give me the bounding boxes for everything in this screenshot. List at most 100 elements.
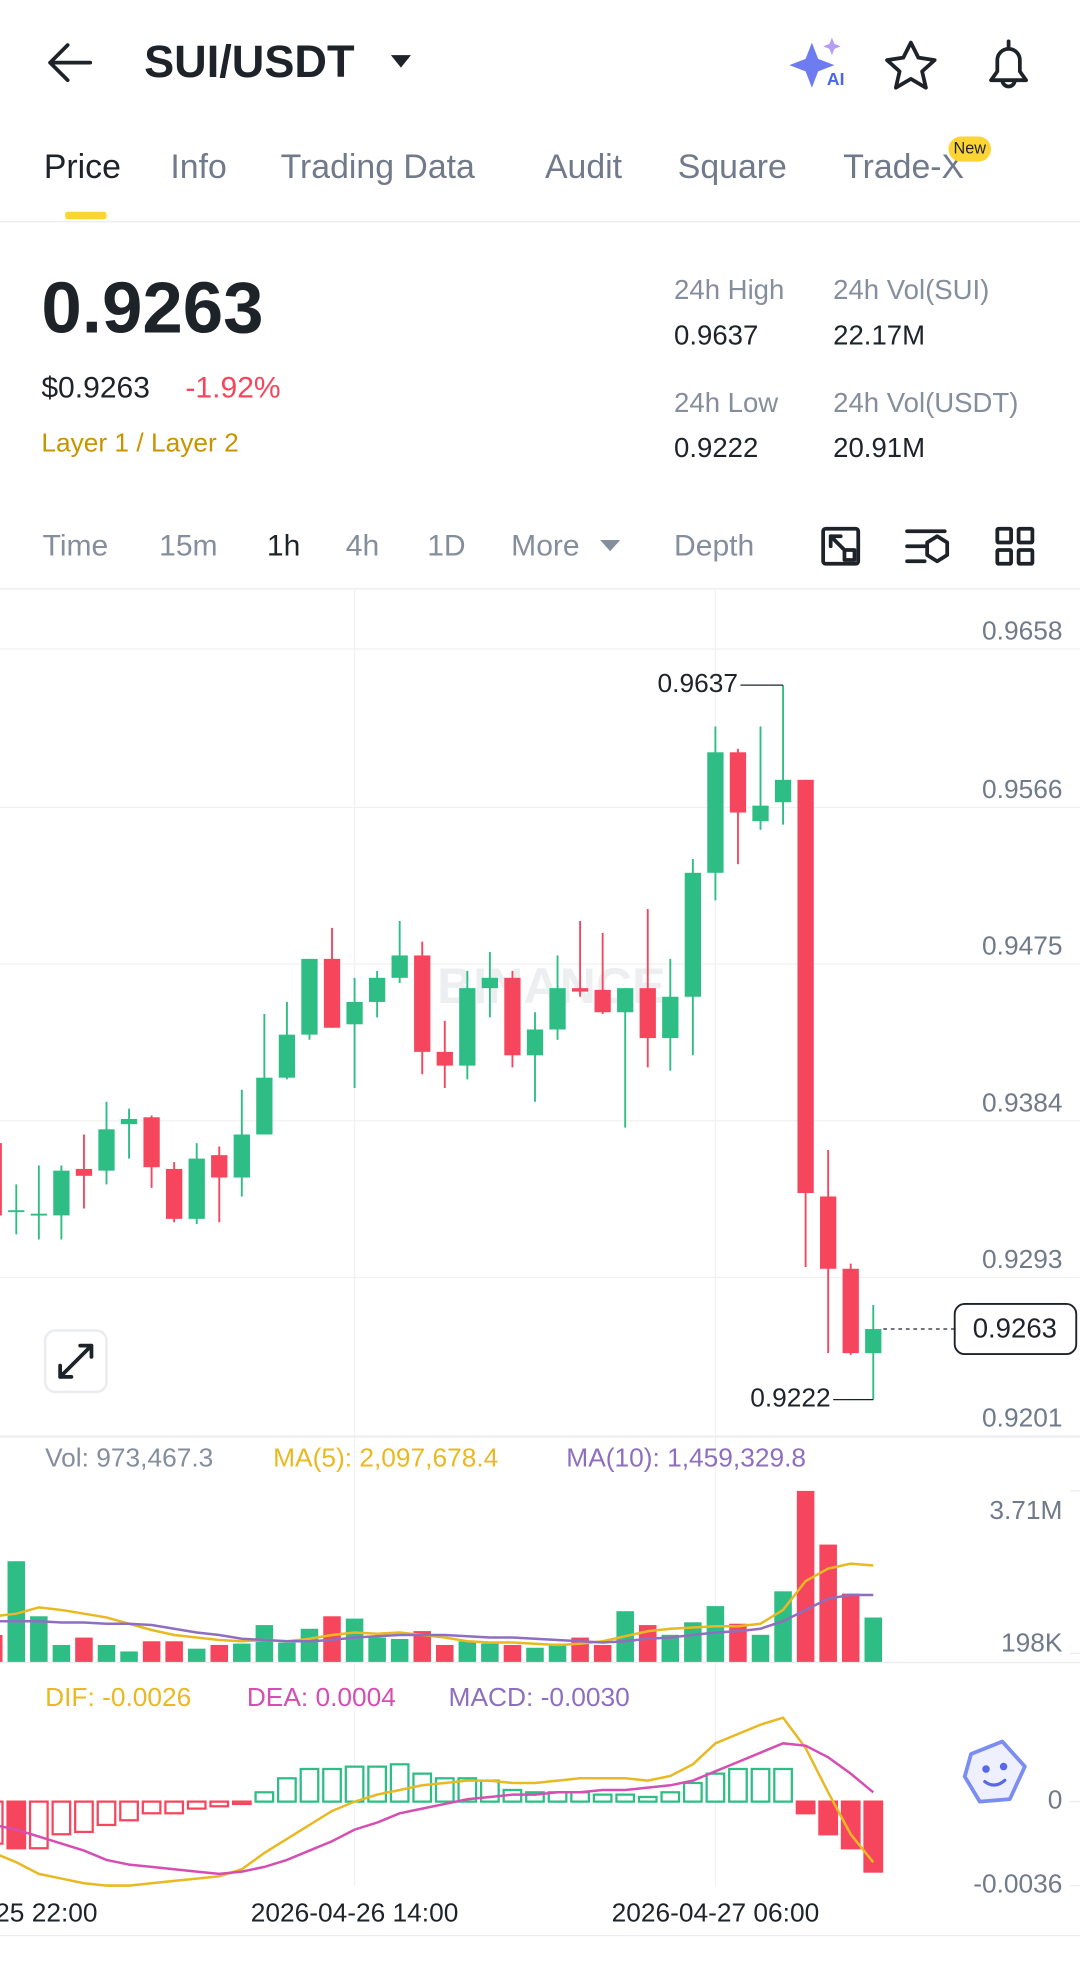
volume-bar [638, 1625, 657, 1663]
interval[interactable]: 1h [267, 529, 300, 562]
macd-bar [254, 1791, 275, 1803]
interval[interactable]: Depth [674, 529, 754, 562]
candle-body [346, 1001, 363, 1025]
macd-bar [141, 1800, 162, 1815]
volume-bar [864, 1617, 883, 1663]
pair-caret[interactable] [390, 55, 411, 68]
y-tick-label: 0.9201 [982, 1402, 1062, 1432]
y-tick-label: 0.9566 [982, 774, 1062, 804]
candle-body [188, 1158, 205, 1219]
y-tick-label: 0.9384 [982, 1087, 1062, 1117]
tab[interactable]: Price [44, 148, 121, 186]
volume-bar [120, 1651, 138, 1663]
candle-body [820, 1196, 837, 1269]
charts: 2026-04-25 22:00 2026-04-26 14:00 2026-04-… [0, 588, 1080, 1927]
price-change: -1.92% [185, 372, 280, 405]
volume-bar [774, 1591, 792, 1663]
candle-body [98, 1129, 115, 1171]
candle-body [211, 1155, 228, 1178]
candle-body [549, 988, 566, 1030]
tab-indicator [65, 211, 107, 220]
volume-bar [841, 1593, 860, 1663]
macd-bar [682, 1781, 703, 1803]
interval[interactable]: 1D [427, 529, 465, 562]
candle-body [0, 1143, 2, 1216]
volume-bar [7, 1561, 26, 1663]
x-tick-label: 2026-04-27 06:00 [612, 1897, 820, 1927]
macd-bar [525, 1791, 545, 1803]
indicator-button[interactable] [905, 529, 950, 564]
y-tick-label: -0.0036 [973, 1869, 1062, 1899]
legend-item: MACD: -0.0030 [449, 1682, 630, 1712]
tab[interactable]: Info [170, 148, 226, 186]
macd-bar [322, 1767, 342, 1803]
macd-line [0, 1742, 875, 1876]
interval[interactable]: More [511, 529, 579, 562]
volume-bar [278, 1642, 296, 1663]
interval[interactable]: 15m [159, 529, 217, 562]
macd-bar [728, 1767, 748, 1803]
candle-body [256, 1077, 273, 1135]
candle-body [729, 752, 747, 813]
stat-label: 24h Vol(SUI) [833, 274, 989, 305]
candle-body [752, 805, 769, 822]
y-tick-label: 0.9293 [982, 1244, 1062, 1274]
alert-button[interactable] [989, 39, 1029, 89]
fullscreen-button[interactable] [43, 1329, 108, 1394]
volume-bar [413, 1631, 431, 1663]
x-tick-label: 2026-04-26 14:00 [251, 1897, 459, 1927]
volume-bar [661, 1634, 680, 1663]
macd-bar [96, 1800, 117, 1827]
chart-mode-button[interactable] [821, 526, 861, 566]
new-badge [948, 136, 992, 162]
low-label: 0.9222 [750, 1383, 830, 1413]
macd-bar [795, 1800, 816, 1815]
candle-body [459, 988, 476, 1066]
candle-body [233, 1134, 250, 1178]
legend-item: MA(5): 2,097,678.4 [273, 1443, 498, 1473]
ai-button[interactable]: AI [789, 37, 845, 89]
tab[interactable]: Trading Data [281, 148, 475, 186]
volume-bar [255, 1625, 274, 1663]
macd-bar [818, 1800, 839, 1836]
macd-bar [660, 1791, 681, 1803]
volume-bar [458, 1641, 477, 1663]
candle-body [414, 955, 431, 1052]
candle-body [436, 1051, 453, 1066]
pair-title[interactable]: SUI/USDT [144, 36, 355, 87]
candle-body [662, 996, 679, 1039]
candle-body [639, 988, 656, 1039]
tab[interactable]: Audit [545, 148, 623, 186]
volume-bar [165, 1641, 183, 1663]
more-caret[interactable] [600, 539, 621, 552]
interval[interactable]: 4h [346, 529, 379, 562]
favorite-button[interactable] [885, 40, 937, 90]
macd-bar [299, 1767, 320, 1803]
macd-bar [74, 1800, 94, 1834]
volume-bar [390, 1638, 409, 1663]
volume-bar [526, 1647, 544, 1663]
macd-bar [0, 1800, 4, 1845]
sector-tags[interactable]: Layer 1 / Layer 2 [41, 428, 238, 458]
back-button[interactable] [48, 43, 93, 83]
svg-text:AI: AI [827, 69, 845, 89]
macd-bar [705, 1772, 726, 1803]
interval[interactable]: Time [43, 529, 109, 562]
macd-bar [840, 1800, 861, 1850]
volume-bar [30, 1616, 48, 1663]
volume-bar [503, 1644, 522, 1663]
candle-body [278, 1034, 296, 1078]
volume-bar [142, 1641, 161, 1663]
x-tick-label: 2026-04-25 22:00 [0, 1897, 98, 1927]
macd-bar [231, 1800, 252, 1806]
macd-bar [863, 1800, 884, 1873]
tab[interactable]: Square [678, 148, 787, 186]
candle-body [865, 1329, 882, 1354]
macd-bar [186, 1800, 207, 1810]
candle-body [30, 1213, 47, 1216]
stat-label: 24h Vol(USDT) [833, 387, 1018, 418]
assistant-button[interactable] [962, 1739, 1027, 1804]
tab[interactable]: Trade-X [843, 148, 964, 186]
layout-button[interactable] [995, 526, 1035, 566]
